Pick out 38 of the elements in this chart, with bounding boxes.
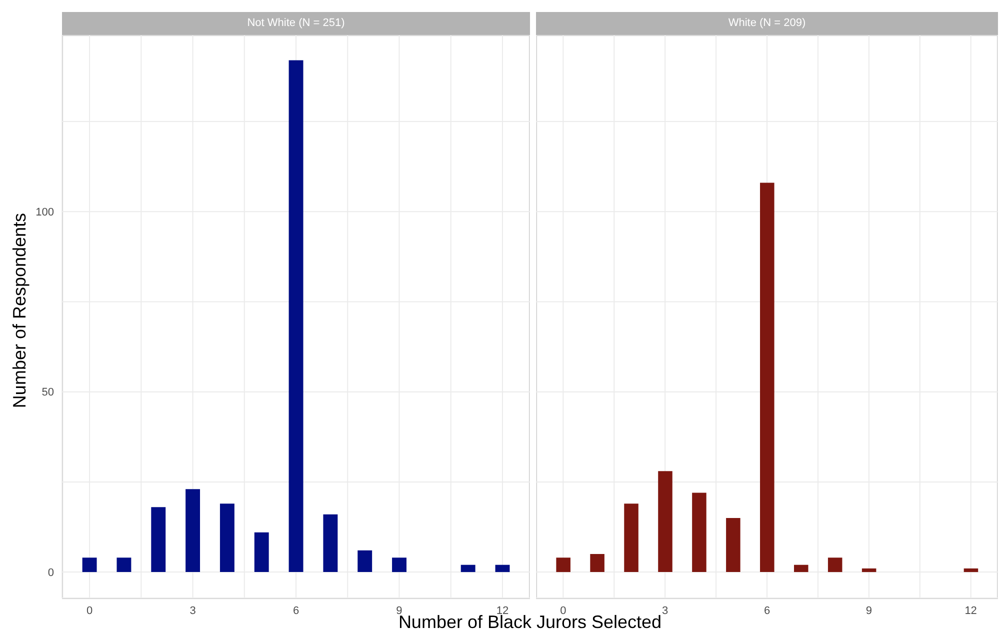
bar [288,60,304,572]
y-tick-label: 100 [36,206,54,219]
bar [358,550,372,572]
bar [692,492,706,572]
x-tick-label: 0 [86,604,93,617]
x-tick-label: 0 [560,604,566,617]
x-tick-label: 12 [964,604,977,617]
bar [862,568,876,572]
chart-title: Not White (N = 251) [62,12,530,35]
x-tick-label: 3 [662,604,668,617]
bar [726,518,740,572]
bar [760,182,774,572]
y-axis-title: Number of Respondents [10,212,30,410]
bar [495,564,510,572]
x-tick-label: 9 [866,604,872,617]
bar [590,554,604,572]
x-tick-label: 3 [190,604,196,617]
bar [460,564,476,572]
bar [794,564,808,572]
chart-title: White (N = 209) [536,12,998,35]
bar [323,514,338,572]
bar [186,489,200,572]
bar [556,558,570,572]
bar [828,558,842,572]
bar [392,558,406,572]
x-tick-label: 6 [292,604,300,617]
bar [151,507,166,572]
bar [964,568,978,572]
bar [254,532,269,572]
bar [658,471,672,572]
x-tick-label: 9 [396,604,402,617]
bar [624,504,638,572]
x-tick-label: 6 [764,604,770,617]
bar [220,504,234,572]
bar [116,558,132,572]
bar [82,558,97,572]
y-tick-label: 50 [42,386,54,399]
y-tick-label: 0 [48,566,54,579]
